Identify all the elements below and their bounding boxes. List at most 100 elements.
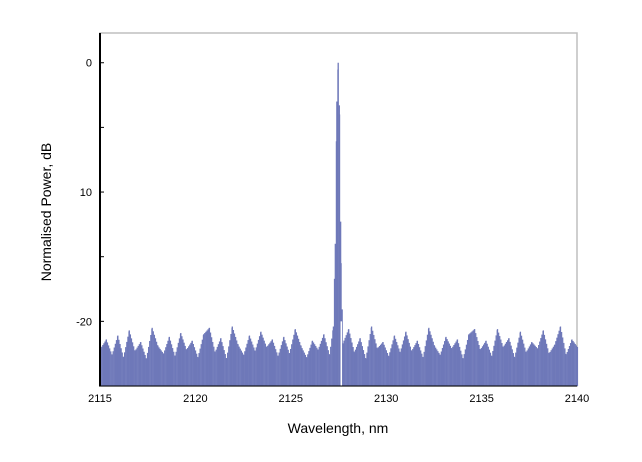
spectrum-bar <box>281 341 284 386</box>
spectrum-bar <box>569 343 572 386</box>
spectrum-bar <box>361 346 363 386</box>
spectrum-bar <box>397 345 399 386</box>
spectrum-bar <box>362 350 365 386</box>
spectrum-bar <box>244 351 246 386</box>
spectrum-bar <box>280 345 283 386</box>
spectrum-bar <box>488 349 491 386</box>
x-tick-label: 2125 <box>279 393 303 405</box>
spectrum-bar <box>468 334 470 386</box>
spectrum-bar <box>519 331 522 386</box>
spectrum-bar <box>526 350 528 386</box>
spectrum-bar <box>178 338 181 386</box>
spectrum-bar <box>112 351 114 386</box>
spectrum-bar <box>402 340 405 386</box>
spectrum-bar <box>399 352 401 386</box>
spectrum-bar <box>310 344 312 386</box>
spectrum-bar <box>478 345 480 386</box>
spectrum-bar <box>574 343 576 386</box>
spectrum-bar <box>159 348 161 386</box>
spectrum-bar <box>319 343 322 386</box>
spectrum-bar <box>177 342 180 386</box>
spectrum-bar <box>227 352 229 386</box>
spectrum-bar <box>320 340 323 386</box>
spectrum-bar <box>360 342 362 386</box>
spectrum-bar <box>267 345 269 386</box>
spectrum-bar <box>195 353 198 386</box>
spectrum-bar <box>213 346 215 386</box>
spectrum-bar <box>120 348 122 386</box>
spectrum-bar <box>194 350 197 386</box>
spectrum-bar <box>481 346 484 386</box>
spectrum-bar <box>464 349 467 386</box>
spectrum-bar <box>540 338 542 386</box>
spectrum-bar <box>341 309 343 386</box>
spectrum-bar <box>462 358 464 386</box>
spectrum-bar <box>421 353 423 386</box>
spectrum-bar <box>358 341 360 386</box>
spectrum-bar <box>425 340 428 386</box>
spectrum-bar <box>168 336 170 386</box>
spectrum-bar <box>273 345 276 386</box>
spectrum-bar <box>471 331 473 386</box>
spectrum-bar <box>198 353 200 386</box>
spectrum-bar <box>208 327 211 386</box>
spectrum-bar <box>430 334 432 386</box>
spectrum-bar <box>296 335 299 386</box>
spectrum-bar <box>313 344 316 386</box>
spectrum-bar <box>392 340 394 386</box>
spectrum-bar <box>348 329 350 386</box>
x-tick-label: 2130 <box>374 393 398 405</box>
spectrum-bar <box>260 331 262 386</box>
spectrum-bar <box>544 339 547 386</box>
spectrum-bar <box>413 347 415 386</box>
spectrum-bar <box>131 342 134 386</box>
spectrum-bar <box>200 344 202 386</box>
spectrum-bar <box>542 330 544 386</box>
spectrum-bar <box>192 343 194 386</box>
spectrum-bar <box>288 353 291 386</box>
spectrum-bar <box>398 348 400 386</box>
spectrum-bar <box>393 335 396 386</box>
spectrum-bar <box>351 342 353 386</box>
spectrum-bar <box>573 342 575 386</box>
spectrum-bar <box>221 342 223 386</box>
spectrum-bar <box>275 349 277 386</box>
spectrum-bar <box>146 352 149 386</box>
spectrum-bar <box>401 344 404 386</box>
y-axis-ticks: 0 10 -20 <box>76 58 104 328</box>
spectrum-bar <box>114 343 117 386</box>
spectrum-bar <box>127 336 129 386</box>
spectrum-bar <box>374 339 376 386</box>
spectrum-bar <box>256 343 259 386</box>
spectrum-notch <box>340 321 343 386</box>
spectrum-bar <box>106 342 109 386</box>
spectrum-bar <box>533 344 535 386</box>
spectrum-bar <box>126 341 128 386</box>
spectrum-bar <box>230 334 232 386</box>
spectrum-bar <box>154 338 157 386</box>
spectrum-bar <box>386 352 389 386</box>
spectrum-bar <box>551 348 553 386</box>
spectrum-bar <box>278 352 280 386</box>
spectrum-bar <box>268 344 270 386</box>
spectrum-bar <box>576 346 579 386</box>
spectrum-bar <box>292 339 294 386</box>
spectrum-bar <box>424 346 426 386</box>
spectrum-bar <box>476 337 478 386</box>
spectrum-bar <box>336 101 338 386</box>
spectrum-bar <box>147 346 150 386</box>
spectrum-bar <box>206 330 208 386</box>
spectrum-bar <box>536 348 539 386</box>
spectrum-bar <box>459 346 461 386</box>
spectrum-bar <box>469 333 471 386</box>
spectrum-bar <box>138 344 141 386</box>
spectrum-bar <box>253 347 255 386</box>
spectrum-bar <box>188 346 190 386</box>
spectrum-bar <box>504 343 507 386</box>
spectrum-bar <box>549 351 551 386</box>
spectrum-bar <box>477 341 479 386</box>
spectrum-bar <box>239 348 241 386</box>
spectrum-bar <box>461 354 463 386</box>
spectrum-bar <box>406 335 408 386</box>
spectrum-bar <box>289 348 292 386</box>
